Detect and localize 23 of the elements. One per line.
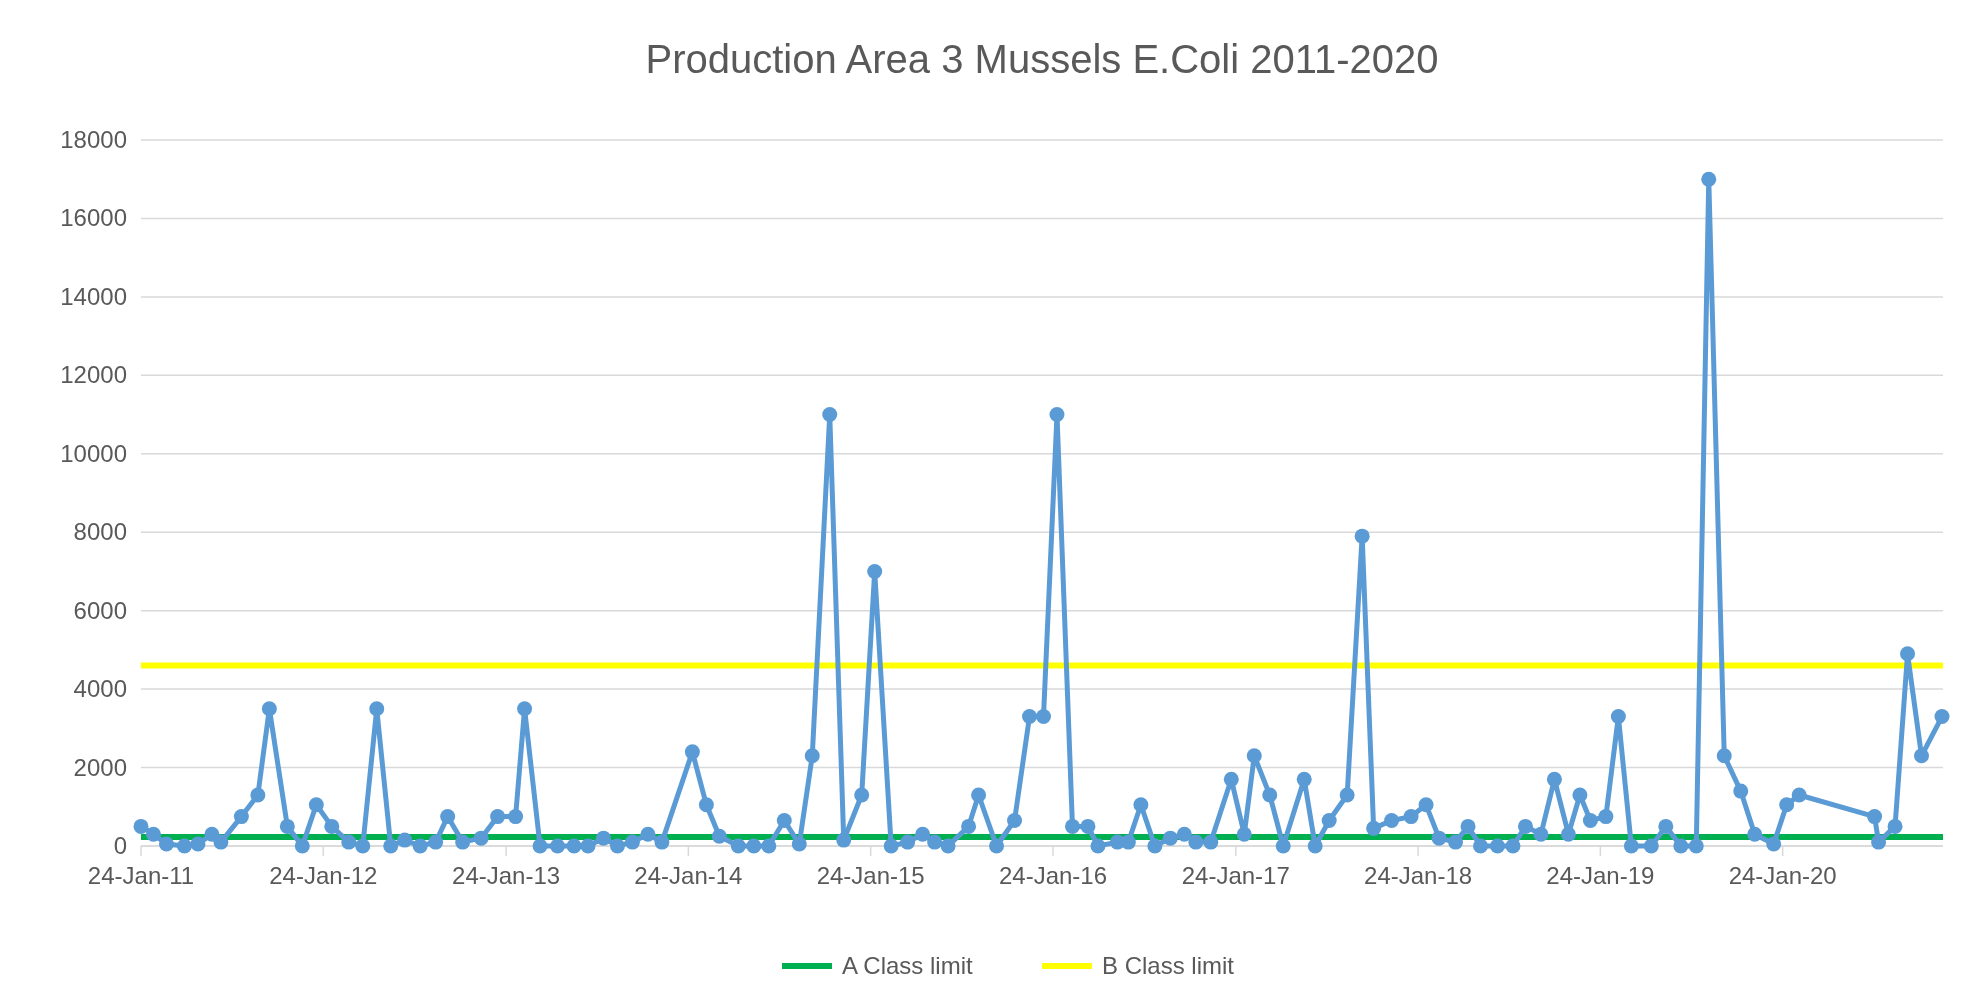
y-tick-label: 16000 bbox=[60, 204, 127, 232]
x-tick-label: 24-Jan-12 bbox=[269, 862, 378, 889]
y-tick-label: 6000 bbox=[73, 596, 127, 624]
y-tick-label: 4000 bbox=[73, 675, 127, 703]
x-tick-label: 24-Jan-15 bbox=[816, 862, 925, 889]
x-tick-label: 24-Jan-14 bbox=[634, 862, 743, 889]
y-tick-label: 18000 bbox=[60, 126, 127, 153]
x-tick-label: 24-Jan-19 bbox=[1546, 862, 1655, 889]
x-tick-label: 24-Jan-18 bbox=[1364, 862, 1473, 889]
legend-label: B Class limit bbox=[1102, 952, 1235, 979]
x-tick-label: 24-Jan-13 bbox=[452, 862, 561, 889]
y-tick-label: 10000 bbox=[60, 439, 127, 467]
x-tick-label: 24-Jan-16 bbox=[998, 862, 1108, 889]
x-tick-label: 24-Jan-20 bbox=[1728, 862, 1837, 889]
x-tick-label: 24-Jan-11 bbox=[87, 862, 195, 889]
y-tick-label: 2000 bbox=[73, 753, 127, 781]
y-tick-label: 14000 bbox=[60, 282, 127, 310]
y-tick-label: 0 bbox=[113, 832, 127, 859]
y-tick-label: 8000 bbox=[73, 518, 127, 546]
legend-label: A Class limit bbox=[842, 952, 974, 979]
chart-title: Production Area 3 Mussels E.Coli 2011-2020 bbox=[645, 37, 1439, 81]
y-tick-label: 12000 bbox=[60, 361, 127, 389]
x-tick-label: 24-Jan-17 bbox=[1181, 862, 1290, 889]
